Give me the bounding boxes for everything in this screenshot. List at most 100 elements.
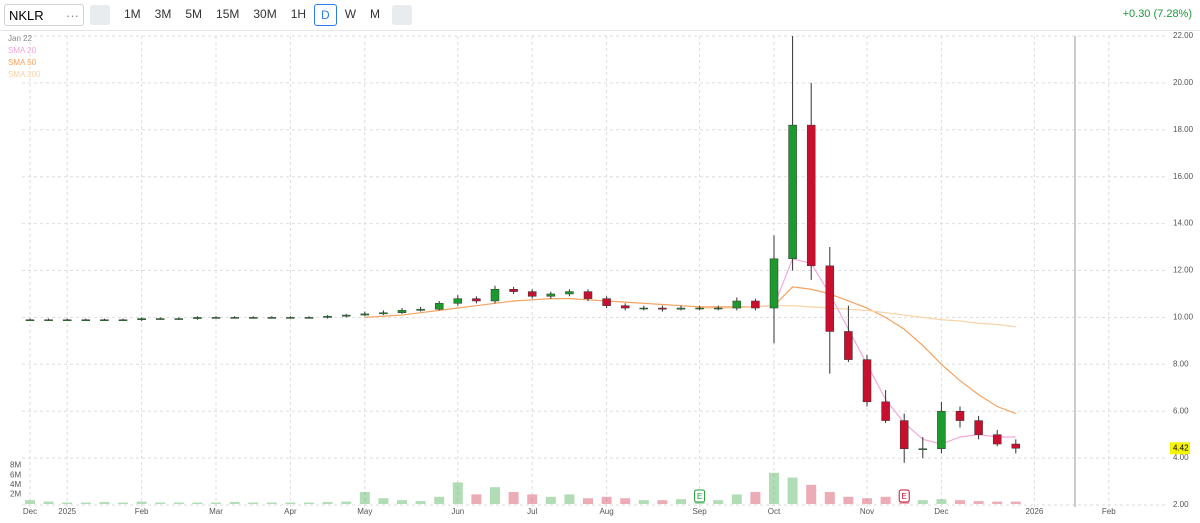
candle-body bbox=[286, 317, 295, 319]
x-tick-label: Jul bbox=[527, 507, 537, 516]
y-tick-label: 22.00 bbox=[1173, 31, 1194, 40]
x-tick-label: Mar bbox=[209, 507, 223, 516]
volume-bar bbox=[880, 496, 891, 504]
volume-bar bbox=[136, 501, 147, 504]
sma-line bbox=[773, 258, 1016, 445]
volume-bar bbox=[173, 502, 184, 504]
sma-line bbox=[699, 305, 1016, 328]
candle-body bbox=[490, 289, 500, 302]
volume-bar bbox=[527, 494, 538, 504]
y-tick-label: 16.00 bbox=[1173, 172, 1194, 181]
volume-bar bbox=[322, 502, 333, 504]
volume-bar bbox=[750, 492, 761, 504]
interval-button[interactable]: 1M bbox=[124, 7, 141, 21]
volume-bar bbox=[564, 494, 575, 504]
volume-bar bbox=[471, 494, 482, 504]
interval-button[interactable]: D bbox=[314, 4, 337, 26]
volume-tick-label: 2M bbox=[10, 490, 21, 499]
x-tick-label: Jun bbox=[451, 507, 464, 516]
x-tick-label: Feb bbox=[1102, 507, 1116, 516]
candle-body bbox=[472, 298, 481, 302]
x-tick-label: Aug bbox=[599, 507, 613, 516]
y-tick-label: 2.00 bbox=[1173, 500, 1189, 509]
candle-body bbox=[639, 307, 649, 310]
interval-button[interactable]: 3M bbox=[154, 7, 172, 21]
candle-body bbox=[81, 319, 91, 321]
symbol-box[interactable]: NKLR ··· bbox=[4, 4, 84, 26]
volume-bar bbox=[397, 500, 407, 504]
legend-entry: SMA 20 bbox=[8, 46, 37, 55]
candle-body bbox=[379, 312, 388, 315]
candle-body bbox=[713, 307, 723, 310]
candle-body bbox=[546, 293, 556, 297]
interval-button[interactable]: M bbox=[370, 7, 381, 21]
candle-body bbox=[732, 300, 742, 309]
y-tick-label: 8.00 bbox=[1173, 359, 1189, 368]
volume-bar bbox=[266, 502, 277, 504]
chart: 2.00 4.00 6.00 8.00 10.00 12.00 14.00 16.00 18.0… bbox=[8, 31, 1194, 516]
candle-body bbox=[899, 420, 909, 449]
volume-bar bbox=[545, 496, 556, 504]
y-tick-label: 6.00 bbox=[1173, 406, 1189, 415]
volume-bar bbox=[434, 496, 445, 504]
volume-tick-label: 6M bbox=[10, 470, 21, 479]
volume-bar bbox=[62, 502, 73, 504]
chart-type-button[interactable] bbox=[90, 5, 110, 25]
earnings-marker bbox=[694, 489, 706, 503]
volume-bar bbox=[80, 502, 91, 504]
candle-body bbox=[230, 317, 239, 319]
volume-bar bbox=[118, 502, 128, 504]
volume-bar bbox=[769, 472, 779, 504]
candle-body bbox=[565, 291, 574, 295]
volume-bar bbox=[490, 487, 500, 504]
candle-body bbox=[844, 331, 853, 360]
candle-body bbox=[918, 448, 928, 450]
legend-entry: SMA 200 bbox=[8, 70, 41, 79]
interval-button[interactable]: 15M bbox=[216, 7, 240, 21]
volume-bar bbox=[508, 492, 519, 504]
x-tick-label: Sep bbox=[692, 507, 707, 516]
candle-body bbox=[788, 124, 797, 260]
price-change: +0.30 (7.28%) bbox=[1122, 8, 1192, 20]
volume-bar bbox=[378, 498, 389, 504]
y-tick-label: 4.00 bbox=[1173, 453, 1189, 462]
volume-bar bbox=[211, 502, 221, 504]
y-tick-label: 18.00 bbox=[1173, 125, 1194, 134]
interval-button[interactable]: 5M bbox=[185, 7, 203, 21]
volume-bar bbox=[192, 502, 203, 504]
candle-body bbox=[453, 298, 463, 304]
y-tick-label: 12.00 bbox=[1173, 266, 1194, 275]
x-tick-label: 2026 bbox=[1026, 507, 1044, 516]
volume-bar bbox=[657, 500, 668, 504]
volume-bar bbox=[304, 502, 314, 504]
candle-body bbox=[602, 298, 611, 306]
candle-body bbox=[62, 319, 72, 321]
x-tick-label: Nov bbox=[860, 507, 874, 516]
volume-bar bbox=[824, 492, 835, 504]
candle-body bbox=[695, 307, 704, 310]
y-tick-label: 20.00 bbox=[1173, 78, 1194, 87]
calendar-button[interactable] bbox=[392, 5, 413, 25]
volume-bar bbox=[787, 477, 798, 504]
y-tick-label: 14.00 bbox=[1173, 219, 1194, 228]
volume-bar bbox=[229, 502, 240, 504]
interval-button[interactable]: 1H bbox=[290, 7, 307, 21]
volume-bar bbox=[806, 484, 817, 504]
earnings-label: E bbox=[697, 492, 702, 501]
candle-body bbox=[397, 310, 407, 313]
candle-body bbox=[862, 359, 872, 403]
candle-body bbox=[955, 410, 965, 421]
legend-entry: Jan 22 bbox=[8, 34, 33, 43]
volume-bar bbox=[155, 502, 166, 504]
candle-body bbox=[155, 318, 165, 320]
candle-body bbox=[100, 319, 109, 321]
candle-body bbox=[676, 307, 686, 310]
volume-bar bbox=[676, 499, 686, 504]
x-tick-label: Dec bbox=[23, 507, 37, 516]
volume-bar bbox=[43, 501, 54, 504]
volume-bar bbox=[620, 498, 631, 504]
interval-button[interactable]: W bbox=[344, 7, 357, 21]
interval-button[interactable]: 30M bbox=[253, 7, 277, 21]
candle-body bbox=[304, 317, 314, 319]
